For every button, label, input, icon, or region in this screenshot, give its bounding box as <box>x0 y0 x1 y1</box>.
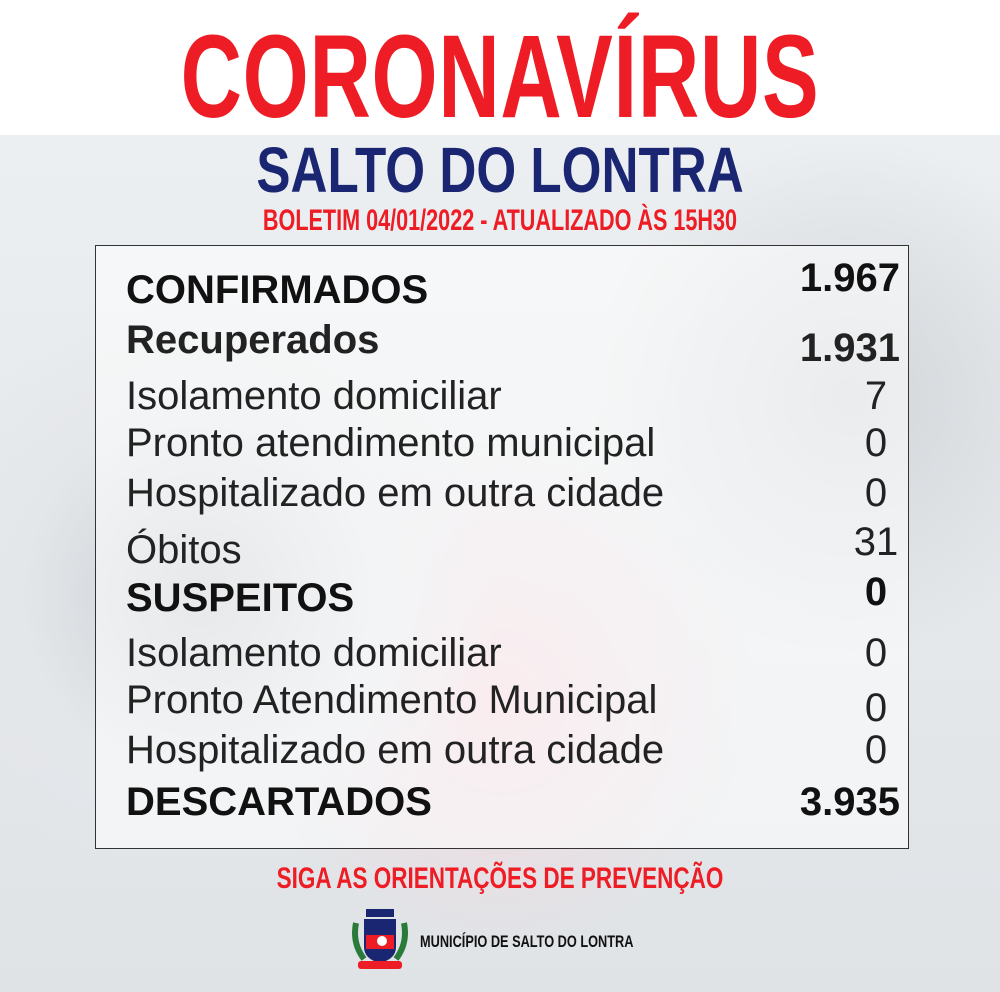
header-band <box>0 0 1000 135</box>
stat-label: Óbitos <box>126 528 242 572</box>
stat-row: Isolamento domiciliar 0 <box>126 631 900 679</box>
stat-row-confirmados: CONFIRMADOS 1.967 <box>126 256 900 316</box>
stat-label: Hospitalizado em outra cidade <box>126 728 665 772</box>
stat-value: 0 <box>864 471 888 515</box>
stats-box: CONFIRMADOS 1.967 Recuperados 1.931 Isolam… <box>95 245 909 849</box>
stat-value: 0 <box>864 421 888 465</box>
stat-label: Isolamento domiciliar <box>126 631 502 675</box>
stat-value: 7 <box>864 374 888 418</box>
prevention-message: SIGA AS ORIENTAÇÕES DE PREVENÇÃO <box>276 862 724 895</box>
stat-row: Hospitalizado em outra cidade 0 <box>126 728 900 776</box>
stat-row: Isolamento domiciliar 7 <box>126 374 900 422</box>
stat-label: Pronto Atendimento Municipal <box>126 678 658 722</box>
stat-row-suspeitos: SUSPEITOS 0 <box>126 570 900 624</box>
stat-label: CONFIRMADOS <box>126 268 429 312</box>
stat-row-obitos: Óbitos 31 <box>126 520 900 576</box>
stat-value: 31 <box>853 520 899 564</box>
stat-label: Isolamento domiciliar <box>126 374 502 418</box>
stat-value: 0 <box>864 631 888 675</box>
stat-label: SUSPEITOS <box>126 576 355 620</box>
stat-value: 1.967 <box>799 256 900 300</box>
stat-row-recuperados: Recuperados 1.931 <box>126 318 900 370</box>
municipality-name: MUNICÍPIO DE SALTO DO LONTRA <box>420 932 634 951</box>
bulletin-date: BOLETIM 04/01/2022 - ATUALIZADO ÀS 15H30 <box>262 204 738 237</box>
stat-label: DESCARTADOS <box>126 780 432 824</box>
stat-row-descartados: DESCARTADOS 3.935 <box>126 780 900 828</box>
stat-label: Recuperados <box>126 318 380 362</box>
stat-value: 0 <box>864 570 888 614</box>
stat-value: 3.935 <box>799 780 900 824</box>
stat-label: Hospitalizado em outra cidade <box>126 471 665 515</box>
stat-label: Pronto atendimento municipal <box>126 421 656 465</box>
stat-row: Hospitalizado em outra cidade 0 <box>126 471 900 519</box>
stat-value: 0 <box>864 686 888 730</box>
stat-row: Pronto Atendimento Municipal 0 <box>126 678 900 730</box>
municipal-coat-of-arms-icon <box>352 909 408 969</box>
main-title: CORONAVÍRUS <box>180 11 820 143</box>
stat-row: Pronto atendimento municipal 0 <box>126 421 900 469</box>
stat-value: 0 <box>864 728 888 772</box>
stat-value: 1.931 <box>799 326 900 370</box>
city-name: SALTO DO LONTRA <box>256 134 744 206</box>
